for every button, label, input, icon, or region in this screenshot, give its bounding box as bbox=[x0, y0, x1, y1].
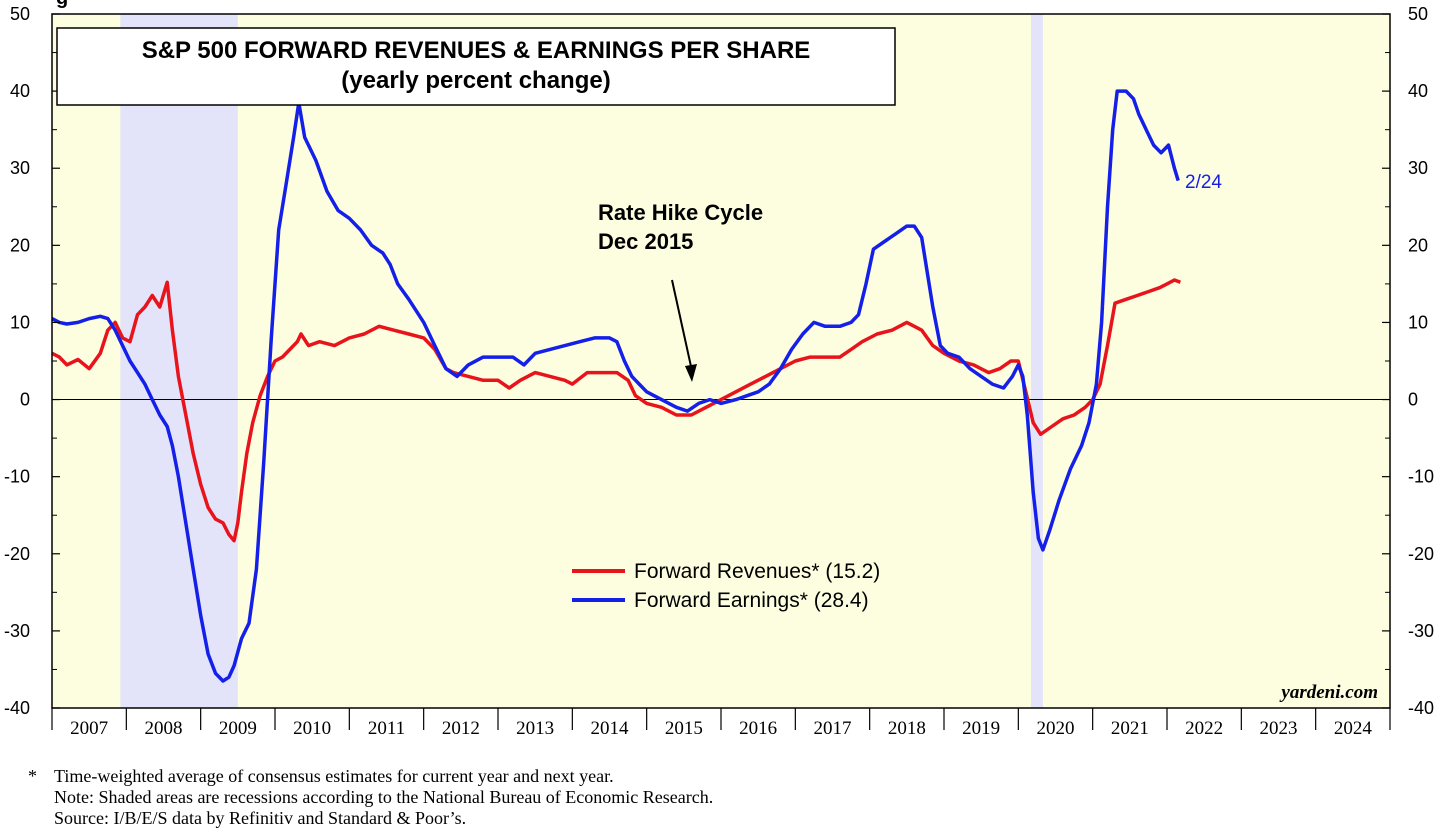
y-tick-label-right: 20 bbox=[1408, 235, 1428, 255]
footnotes: * Time-weighted average of consensus est… bbox=[28, 766, 713, 829]
x-tick-label: 2022 bbox=[1185, 718, 1223, 739]
top-left-fragment: g bbox=[56, 0, 68, 9]
footnote-line2: Note: Shaded areas are recessions accord… bbox=[54, 787, 714, 807]
x-tick-label: 2023 bbox=[1260, 718, 1298, 739]
y-tick-label-left: 30 bbox=[10, 158, 30, 178]
x-tick-label: 2010 bbox=[293, 718, 331, 739]
recession-band bbox=[1030, 14, 1043, 708]
x-tick-label: 2007 bbox=[70, 718, 108, 739]
rate-hike-annotation: Rate Hike Cycle Dec 2015 bbox=[598, 200, 763, 382]
watermark: yardeni.com bbox=[1279, 682, 1378, 703]
chart-subtitle: (yearly percent change) bbox=[341, 67, 610, 94]
y-tick-label-right: -20 bbox=[1408, 544, 1434, 564]
legend: Forward Revenues* (15.2) Forward Earning… bbox=[572, 560, 880, 612]
y-tick-label-left: 20 bbox=[10, 235, 30, 255]
chart-title: S&P 500 FORWARD REVENUES & EARNINGS PER … bbox=[142, 37, 811, 64]
y-tick-label-right: 40 bbox=[1408, 81, 1428, 101]
rate-hike-arrow-head bbox=[685, 364, 697, 382]
series-lines bbox=[51, 89, 1182, 683]
y-tick-label-left: 10 bbox=[10, 312, 30, 332]
x-tick-label: 2011 bbox=[368, 718, 405, 739]
legend-label-earnings: Forward Earnings* (28.4) bbox=[634, 589, 869, 612]
y-tick-label-right: -10 bbox=[1408, 467, 1434, 487]
footnote-line1: Time-weighted average of consensus estim… bbox=[54, 766, 614, 786]
rate-hike-label-line2: Dec 2015 bbox=[598, 229, 693, 254]
y-tick-label-left: -40 bbox=[4, 698, 30, 718]
x-tick-label: 2016 bbox=[739, 718, 777, 739]
y-tick-label-right: 0 bbox=[1408, 390, 1418, 410]
x-tick-label: 2013 bbox=[516, 718, 554, 739]
footnote-line3: Source: I/B/E/S data by Refinitiv and St… bbox=[54, 808, 467, 828]
x-tick-label: 2019 bbox=[962, 718, 1000, 739]
y-tick-label-left: 50 bbox=[10, 4, 30, 24]
y-tick-label-left: -30 bbox=[4, 621, 30, 641]
rate-hike-arrow-shaft bbox=[671, 279, 693, 372]
x-tick-label: 2024 bbox=[1334, 718, 1373, 739]
title-box: S&P 500 FORWARD REVENUES & EARNINGS PER … bbox=[56, 27, 896, 106]
x-tick-label: 2021 bbox=[1111, 718, 1149, 739]
x-tick-label: 2018 bbox=[888, 718, 926, 739]
y-tick-label-left: -10 bbox=[4, 467, 30, 487]
x-tick-label: 2008 bbox=[145, 718, 183, 739]
y-tick-label-right: -30 bbox=[1408, 621, 1434, 641]
y-tick-label-right: 30 bbox=[1408, 158, 1428, 178]
y-tick-label-right: -40 bbox=[1408, 698, 1434, 718]
series-line-revenues bbox=[51, 278, 1182, 543]
x-tick-label: 2020 bbox=[1037, 718, 1075, 739]
series-line-earnings bbox=[51, 89, 1180, 683]
y-tick-label-left: 40 bbox=[10, 81, 30, 101]
y-tick-label-right: 50 bbox=[1408, 4, 1428, 24]
recession-band bbox=[120, 14, 238, 708]
end-date-label: 2/24 bbox=[1185, 172, 1222, 193]
x-tick-label: 2009 bbox=[219, 718, 257, 739]
rate-hike-label-line1: Rate Hike Cycle bbox=[598, 200, 763, 225]
y-tick-label-left: 0 bbox=[20, 390, 30, 410]
footnote-star: * bbox=[28, 766, 37, 786]
y-tick-label-left: -20 bbox=[4, 544, 30, 564]
recession-shading bbox=[120, 14, 1043, 708]
x-tick-label: 2014 bbox=[591, 718, 630, 739]
y-tick-label-right: 10 bbox=[1408, 312, 1428, 332]
legend-label-revenues: Forward Revenues* (15.2) bbox=[634, 560, 880, 583]
x-tick-label: 2015 bbox=[665, 718, 703, 739]
x-tick-label: 2012 bbox=[442, 718, 480, 739]
x-tick-label: 2017 bbox=[814, 718, 852, 739]
